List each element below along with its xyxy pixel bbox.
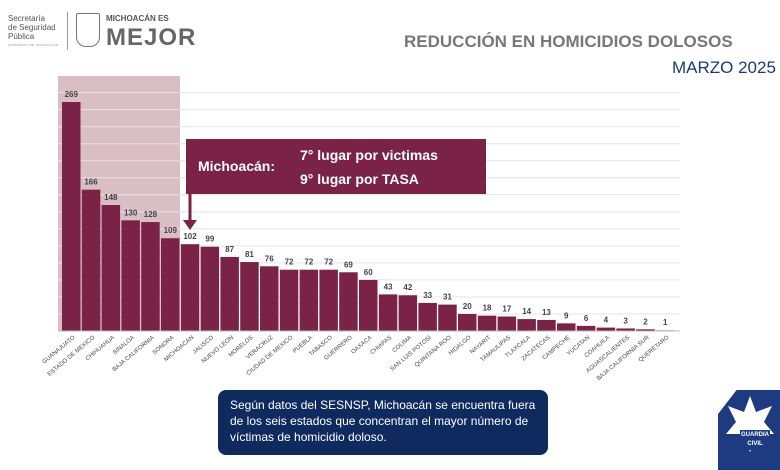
data-label: 17 bbox=[502, 305, 511, 314]
org-line: de Seguridad bbox=[8, 23, 56, 32]
data-label: 13 bbox=[542, 308, 551, 317]
category-label: GUANAJUATO bbox=[42, 335, 77, 366]
bar bbox=[299, 269, 319, 331]
data-label: 69 bbox=[344, 260, 353, 269]
bar bbox=[517, 319, 536, 331]
page-title: REDUCCIÓN EN HOMICIDIOS DOLOSOS bbox=[404, 32, 733, 51]
callout-state: Michoacán: bbox=[198, 158, 276, 174]
bar bbox=[62, 102, 81, 331]
callout-line2: 9° lugar por TASA bbox=[300, 171, 419, 187]
bar bbox=[616, 328, 635, 331]
data-label: 76 bbox=[265, 254, 274, 263]
brand-main: MEJOR bbox=[106, 24, 197, 51]
bar bbox=[101, 205, 121, 331]
bar bbox=[319, 269, 338, 331]
star-icon bbox=[726, 396, 774, 452]
page-subtitle: MARZO 2025 bbox=[672, 58, 776, 77]
data-label: 72 bbox=[324, 258, 333, 267]
coat-of-arms-icon bbox=[76, 13, 100, 47]
bar bbox=[458, 313, 477, 331]
data-label: 33 bbox=[423, 291, 432, 300]
bar bbox=[260, 266, 279, 331]
data-label: 20 bbox=[463, 302, 472, 311]
org-line: Secretaría bbox=[8, 14, 45, 23]
category-label: CHIAPAS bbox=[370, 335, 394, 356]
bar bbox=[378, 294, 398, 331]
bar bbox=[477, 315, 497, 331]
data-label: 72 bbox=[304, 258, 313, 267]
data-label: 43 bbox=[384, 282, 393, 291]
bar bbox=[279, 269, 299, 331]
data-label: 269 bbox=[65, 90, 79, 99]
bar bbox=[141, 222, 160, 331]
data-label: 128 bbox=[144, 210, 158, 219]
data-label: 31 bbox=[443, 293, 452, 302]
bar bbox=[557, 323, 576, 331]
data-label: 81 bbox=[245, 250, 254, 259]
bar bbox=[121, 220, 140, 331]
badge-text: GUARDIA CIVIL bbox=[740, 430, 770, 450]
data-label: 72 bbox=[285, 258, 294, 267]
badge-line1: GUARDIA bbox=[741, 432, 769, 438]
category-label: HIDALGO bbox=[448, 335, 473, 357]
bar bbox=[339, 272, 358, 331]
data-label: 14 bbox=[522, 307, 531, 316]
bar bbox=[596, 327, 616, 331]
org-small: GOBIERNO DE MICHOACÁN bbox=[8, 43, 59, 47]
org-line: Pública bbox=[8, 32, 35, 41]
bar bbox=[200, 246, 220, 331]
arrow-head-icon bbox=[183, 220, 197, 230]
data-label: 2 bbox=[643, 317, 648, 326]
data-label: 109 bbox=[164, 226, 178, 235]
data-label: 9 bbox=[564, 311, 569, 320]
data-label: 166 bbox=[84, 178, 98, 187]
bar bbox=[537, 319, 556, 331]
bar bbox=[359, 279, 378, 331]
bar bbox=[180, 244, 200, 331]
secretaria-logo: Secretaría de Seguridad Pública GOBIERNO… bbox=[8, 14, 59, 50]
bar bbox=[398, 295, 418, 331]
data-label: 102 bbox=[183, 232, 197, 241]
data-label: 42 bbox=[403, 283, 412, 292]
brand-top: MICHOACÁN ES bbox=[106, 14, 169, 23]
callout-line1: 7° lugar por victimas bbox=[300, 147, 438, 163]
bar bbox=[161, 238, 180, 331]
bar bbox=[240, 262, 259, 331]
data-label: 130 bbox=[124, 208, 138, 217]
callout-box: Michoacán: 7° lugar por victimas 9° luga… bbox=[186, 139, 486, 194]
badge-line2: CIVIL bbox=[747, 441, 763, 447]
bar bbox=[438, 304, 457, 331]
data-label: 1 bbox=[663, 318, 668, 327]
bar bbox=[636, 329, 655, 331]
data-label: 148 bbox=[104, 193, 118, 202]
data-label: 18 bbox=[483, 304, 492, 313]
data-label: 99 bbox=[205, 235, 214, 244]
bar bbox=[576, 325, 596, 331]
data-label: 6 bbox=[584, 314, 589, 323]
data-label: 87 bbox=[225, 245, 234, 254]
data-label: 4 bbox=[604, 316, 609, 325]
bar bbox=[81, 189, 101, 331]
bar bbox=[418, 302, 437, 331]
bar bbox=[220, 256, 239, 331]
note-box: Según datos del SESNSP, Michoacán se enc… bbox=[218, 390, 548, 455]
guardia-civil-badge: GUARDIA CIVIL bbox=[718, 390, 780, 470]
data-label: 60 bbox=[364, 268, 373, 277]
bar bbox=[497, 316, 517, 331]
data-label: 3 bbox=[623, 316, 628, 325]
divider bbox=[67, 12, 68, 50]
